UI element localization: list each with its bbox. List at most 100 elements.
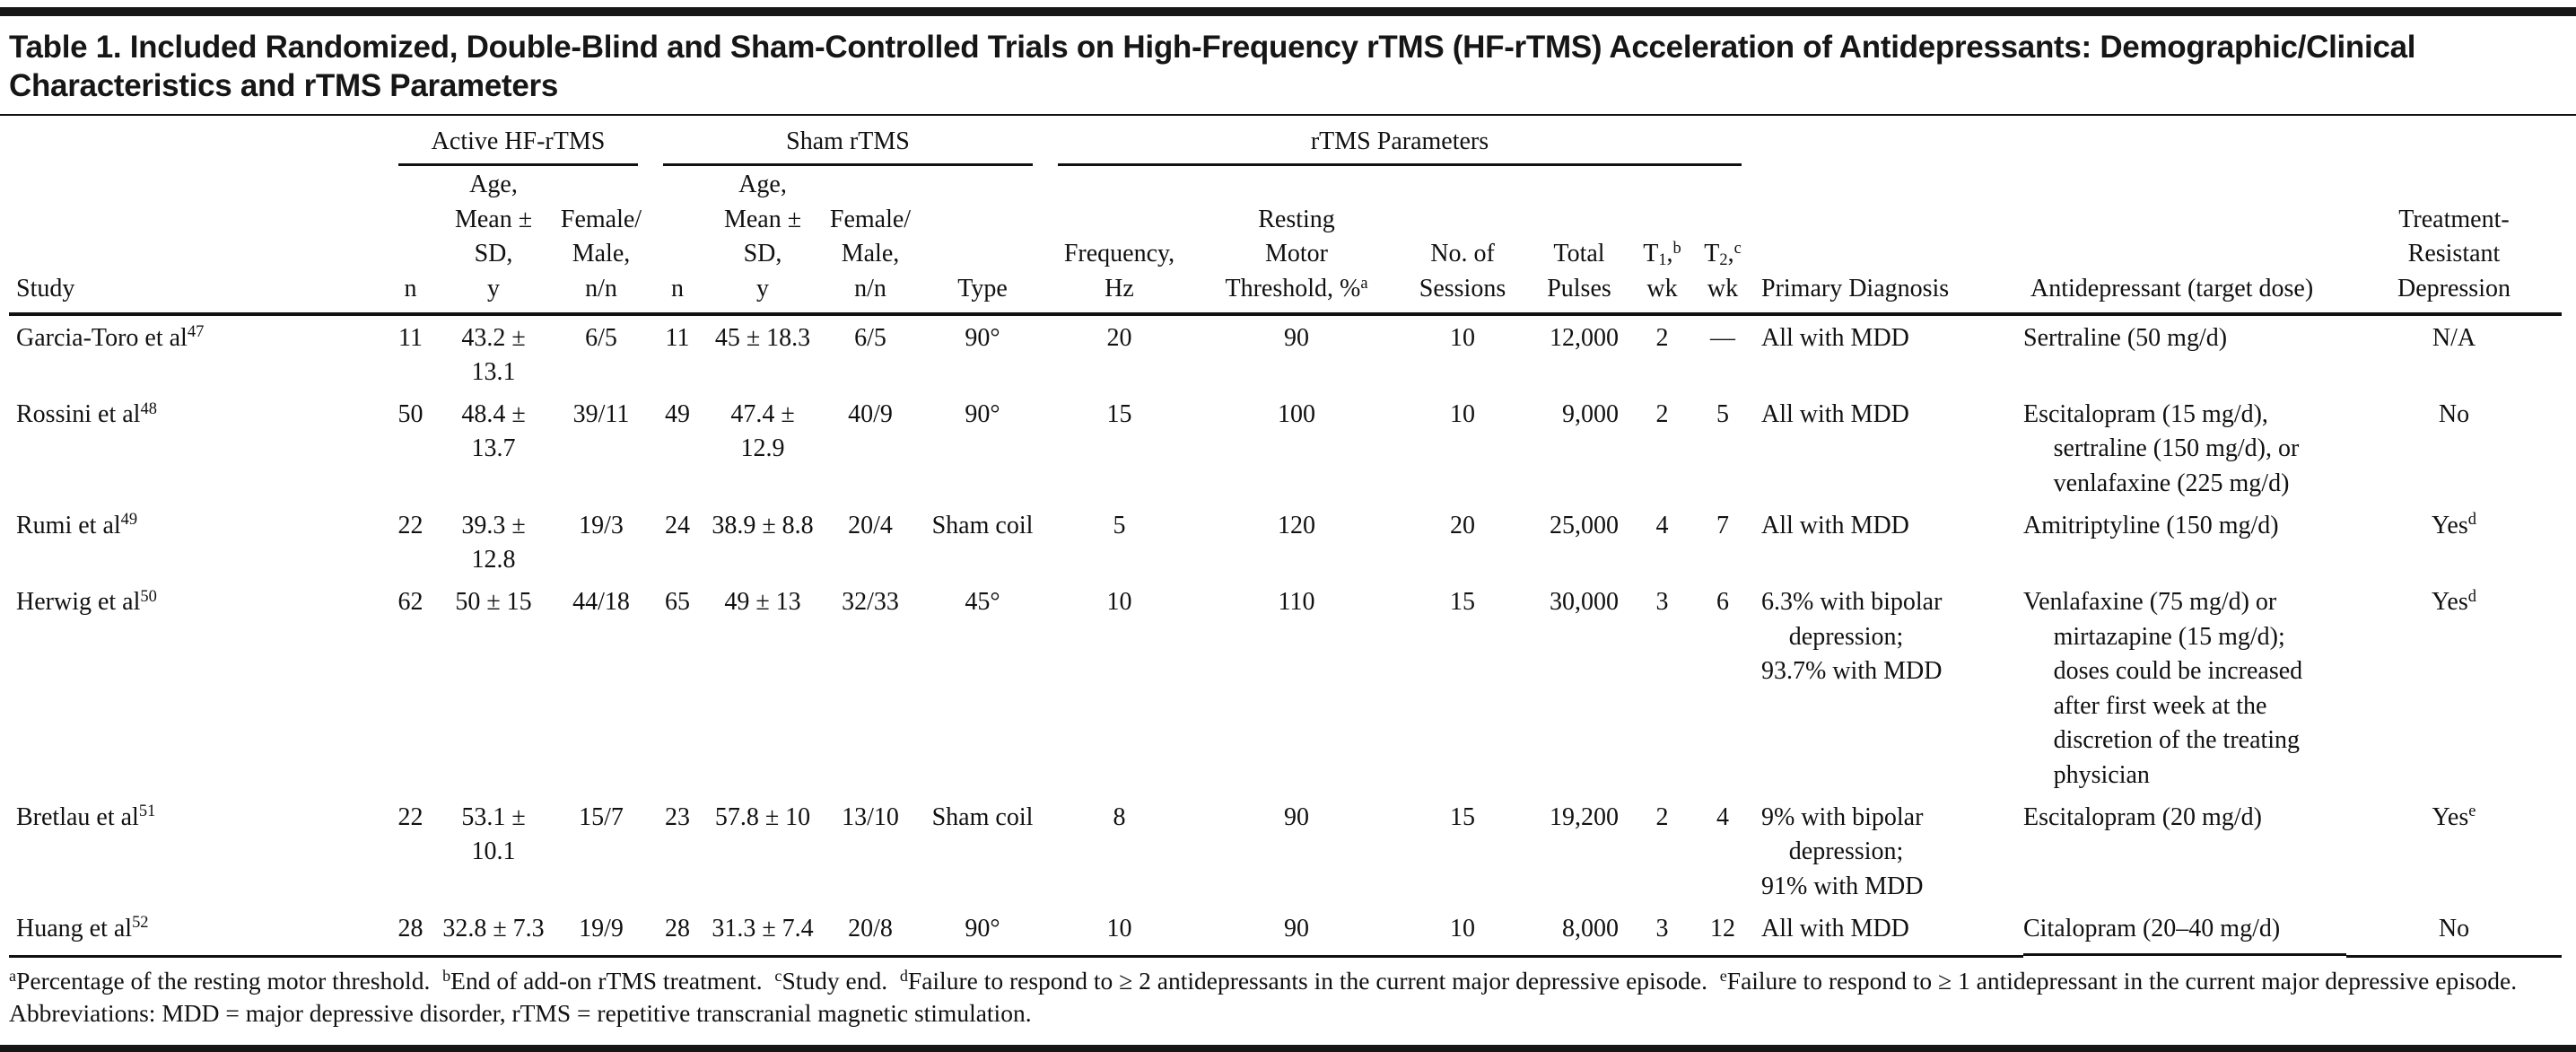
cell-sham-n: 49 <box>665 399 690 428</box>
group-header-spacer-study <box>9 116 386 166</box>
cell-treatment-resistant-depression: No <box>2346 906 2562 958</box>
cell-study: Huang et al52 <box>9 906 386 958</box>
column-header-antidepressant: Antidepressant (target dose) <box>2023 166 2346 316</box>
table-row: Rossini et al48 50 48.4 ± 13.7 39/11 49 47.4 … <box>9 392 2562 504</box>
cell-t1-wk: 3 <box>1633 906 1691 958</box>
cell-antidepressant: Escitalopram (20 mg/d) <box>2023 802 2262 831</box>
cell-frequency-hz: 20 <box>1106 323 1132 352</box>
cell-t1-wk: 2 <box>1655 399 1669 428</box>
column-header-study: Study <box>9 166 386 316</box>
footnote-abbreviations: Abbreviations: MDD = major depressive di… <box>9 999 1032 1028</box>
cell-active-age: 50 ± 15 <box>455 587 532 616</box>
title-divider-rule <box>0 114 2576 117</box>
cell-t1-wk: 3 <box>1655 587 1669 616</box>
cell-total-pulses: 30,000 <box>1550 587 1619 616</box>
cell-sham-female-male: 40/9 <box>848 399 893 428</box>
cell-sham-age: 49 ± 13 <box>724 587 801 616</box>
cell-sham-female-male: 13/10 <box>842 802 899 831</box>
table-row: Herwig et al50 62 50 ± 15 44/18 65 49 ± 13 32/… <box>9 580 2562 795</box>
cell-total-pulses: 19,200 <box>1550 802 1619 831</box>
cell-sham-type: 90° <box>965 323 1000 352</box>
cell-sham-female-male: 20/4 <box>848 511 893 539</box>
cell-no-of-sessions: 10 <box>1450 399 1475 428</box>
cell-primary-diagnosis: All with MDD <box>1754 906 2023 958</box>
cell-antidepressant: Citalopram (20–40 mg/d) <box>2023 907 2346 957</box>
cell-antidepressant: Amitriptyline (150 mg/d) <box>2023 511 2279 539</box>
column-header-row: Study n Age, Mean ± SD, y Female/Male, n/n n Age… <box>9 166 2562 316</box>
cell-sham-type: Sham coil <box>931 802 1034 831</box>
column-header-active-age: Age, Mean ± SD, y <box>435 166 552 316</box>
cell-sham-n: 23 <box>665 802 690 831</box>
column-header-treatment-resistant-depression: Treatment- Resistant Depression <box>2346 166 2562 316</box>
column-header-sham-female-male: Female/Male, n/n <box>821 166 920 316</box>
cell-primary-diagnosis: All with MDD <box>1761 399 1909 428</box>
cell-antidepressant: Venlafaxine (75 mg/d) or mirtazapine (15… <box>2023 587 2303 789</box>
cell-no-of-sessions: 10 <box>1450 323 1475 352</box>
cell-study: Bretlau et al51 <box>16 802 156 831</box>
group-header-spacer-right <box>1754 116 2562 166</box>
cell-no-of-sessions: 15 <box>1450 587 1475 616</box>
footnotes: aPercentage of the resting motor thresho… <box>0 958 2576 1040</box>
group-header-row: Active HF-rTMS Sham rTMS rTMS Parameters <box>9 116 2562 166</box>
cell-sham-female-male: 6/5 <box>854 323 886 352</box>
cell-primary-diagnosis: 9% with bipolar depression; 91% with MDD <box>1761 802 1924 900</box>
cell-sham-age: 47.4 ± 12.9 <box>730 399 795 463</box>
cell-sham-n: 28 <box>651 906 704 958</box>
cell-resting-motor-threshold: 110 <box>1278 587 1315 616</box>
cell-active-age: 39.3 ± 12.8 <box>461 511 526 574</box>
cell-sham-type: 90° <box>920 906 1045 958</box>
cell-t2-wk: 12 <box>1691 906 1754 958</box>
cell-frequency-hz: 8 <box>1113 802 1126 831</box>
cell-t2-wk: 4 <box>1716 802 1729 831</box>
column-header-active-n: n <box>386 166 435 316</box>
cell-active-female-male: 44/18 <box>572 587 630 616</box>
cell-antidepressant: Escitalopram (15 mg/d), sertraline (150 … <box>2023 399 2300 497</box>
group-header-rtms-parameters: rTMS Parameters <box>1045 116 1754 166</box>
group-header-label: Active HF-rTMS <box>398 125 638 166</box>
cell-frequency-hz: 10 <box>1045 906 1193 958</box>
footnote-markers: aPercentage of the resting motor thresho… <box>9 966 2518 995</box>
cell-active-female-male: 15/7 <box>579 802 624 831</box>
column-header-sham-type: Type <box>920 166 1045 316</box>
cell-t2-wk: 5 <box>1716 399 1729 428</box>
table-row: Bretlau et al51 22 53.1 ± 10.1 15/7 23 57.8 ±… <box>9 795 2562 907</box>
cell-sham-age: 45 ± 18.3 <box>714 323 811 352</box>
column-header-total-pulses: Total Pulses <box>1525 166 1633 316</box>
column-header-resting-motor-threshold: Resting Motor Threshold, %a <box>1193 166 1400 316</box>
cell-treatment-resistant-depression: Yese <box>2432 802 2476 831</box>
cell-t1-wk: 2 <box>1655 323 1669 352</box>
trials-table: Active HF-rTMS Sham rTMS rTMS Parameters S… <box>9 116 2562 958</box>
cell-active-female-male: 6/5 <box>585 323 617 352</box>
cell-sham-type: 45° <box>965 587 1000 616</box>
group-header-sham-rtms: Sham rTMS <box>651 116 1045 166</box>
top-rule <box>0 7 2576 16</box>
cell-active-age: 53.1 ± 10.1 <box>461 802 526 866</box>
page-title: Table 1. Included Randomized, Double-Bli… <box>9 30 2416 103</box>
cell-total-pulses: 25,000 <box>1550 511 1619 539</box>
cell-sham-female-male: 32/33 <box>842 587 899 616</box>
cell-active-n: 11 <box>398 323 423 352</box>
cell-resting-motor-threshold: 90 <box>1284 323 1309 352</box>
cell-total-pulses: 9,000 <box>1562 399 1619 428</box>
cell-active-female-male: 19/3 <box>579 511 624 539</box>
cell-study: Rumi et al49 <box>16 510 138 539</box>
cell-active-female-male: 19/9 <box>552 906 651 958</box>
table-row: Rumi et al49 22 39.3 ± 12.8 19/3 24 38.9 ± 8.… <box>9 504 2562 580</box>
cell-antidepressant: Sertraline (50 mg/d) <box>2023 323 2228 352</box>
cell-sham-type: 90° <box>965 399 1000 428</box>
title-block: Table 1. Included Randomized, Double-Bli… <box>0 16 2576 114</box>
cell-study: Garcia-Toro et al47 <box>16 322 205 352</box>
cell-sham-age: 31.3 ± 7.4 <box>704 906 821 958</box>
cell-active-n: 50 <box>397 399 424 428</box>
cell-sham-type: Sham coil <box>931 511 1034 539</box>
group-header-label: rTMS Parameters <box>1058 125 1742 166</box>
column-header-active-female-male: Female/Male, n/n <box>552 166 651 316</box>
cell-sham-age: 38.9 ± 8.8 <box>712 511 814 539</box>
cell-t1-wk: 4 <box>1655 511 1669 539</box>
cell-active-female-male: 39/11 <box>572 399 630 428</box>
cell-no-of-sessions: 20 <box>1450 511 1475 539</box>
cell-t2-wk: 7 <box>1716 511 1729 539</box>
cell-study: Rossini et al48 <box>16 399 157 428</box>
cell-no-of-sessions: 10 <box>1400 906 1525 958</box>
cell-active-age: 32.8 ± 7.3 <box>435 906 552 958</box>
